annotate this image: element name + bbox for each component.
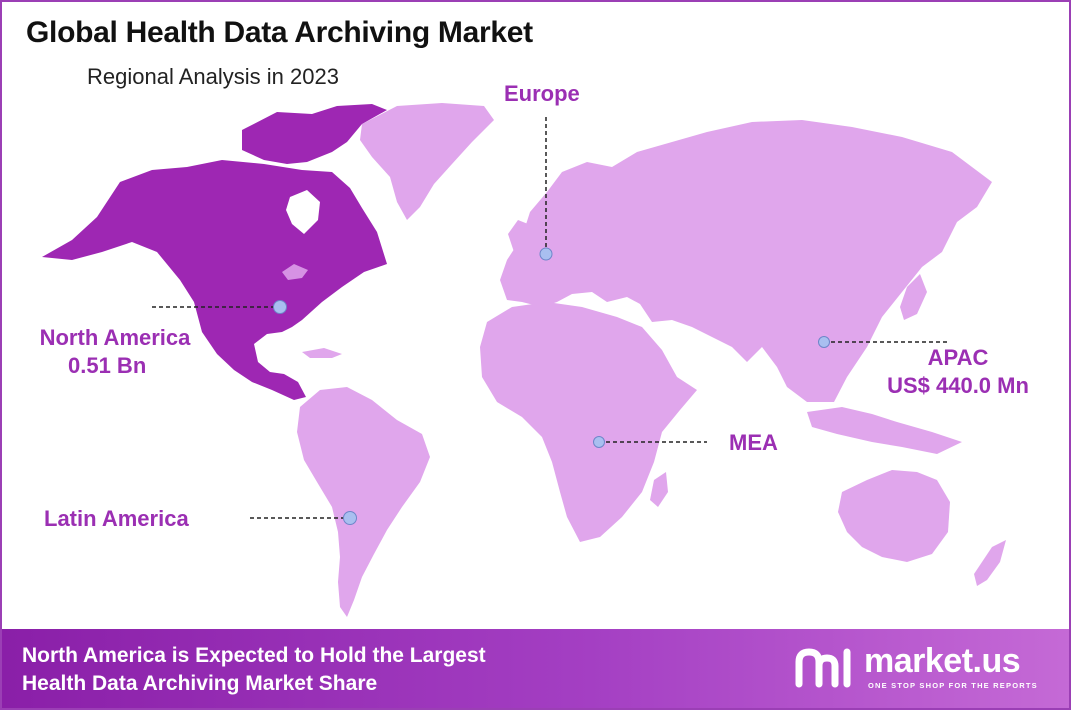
scandinavia bbox=[547, 172, 614, 240]
south-america bbox=[297, 387, 430, 617]
australia bbox=[838, 470, 950, 562]
africa bbox=[480, 302, 697, 542]
footer-message: North America is Expected to Hold the La… bbox=[22, 642, 486, 698]
page-title: Global Health Data Archiving Market bbox=[26, 16, 533, 49]
hudson-bay bbox=[286, 190, 320, 234]
new-zealand bbox=[974, 540, 1006, 586]
label-europe: Europe bbox=[504, 80, 580, 108]
uk bbox=[508, 220, 528, 252]
label-apac: APAC US$ 440.0 Mn bbox=[868, 344, 1048, 400]
japan bbox=[900, 274, 927, 320]
marker-latin-america bbox=[343, 511, 357, 525]
se-asia-islands bbox=[807, 407, 962, 454]
label-mea: MEA bbox=[729, 429, 778, 457]
footer-banner bbox=[2, 629, 1069, 708]
greenland bbox=[360, 103, 494, 220]
region-name-latin-america: Latin America bbox=[44, 506, 189, 531]
marker-north-america bbox=[273, 300, 287, 314]
market-us-logo-icon bbox=[795, 648, 851, 688]
region-value-apac: US$ 440.0 Mn bbox=[887, 373, 1029, 398]
brand-tagline: ONE STOP SHOP FOR THE REPORTS bbox=[868, 681, 1038, 690]
caribbean bbox=[302, 348, 342, 358]
page-subtitle: Regional Analysis in 2023 bbox=[87, 64, 339, 89]
madagascar bbox=[650, 472, 668, 507]
arctic-islands bbox=[242, 104, 387, 164]
footer-line-1: North America is Expected to Hold the La… bbox=[22, 644, 486, 667]
region-name-north-america: North America bbox=[39, 325, 191, 350]
footer-line-2: Health Data Archiving Market Share bbox=[22, 672, 378, 695]
brand-name: market.us bbox=[864, 642, 1021, 680]
label-north-america: North America 0.51 Bn bbox=[20, 324, 210, 380]
great-lakes bbox=[282, 264, 308, 280]
region-name-mea: MEA bbox=[729, 430, 778, 455]
marker-mea bbox=[593, 436, 605, 448]
region-name-apac: APAC bbox=[927, 345, 989, 370]
world-map bbox=[42, 103, 1006, 617]
label-latin-america: Latin America bbox=[44, 505, 189, 533]
eurasia bbox=[500, 120, 992, 402]
marker-europe bbox=[539, 247, 553, 261]
marker-apac bbox=[818, 336, 830, 348]
region-name-europe: Europe bbox=[504, 81, 580, 106]
region-value-north-america: 0.51 Bn bbox=[68, 353, 147, 378]
